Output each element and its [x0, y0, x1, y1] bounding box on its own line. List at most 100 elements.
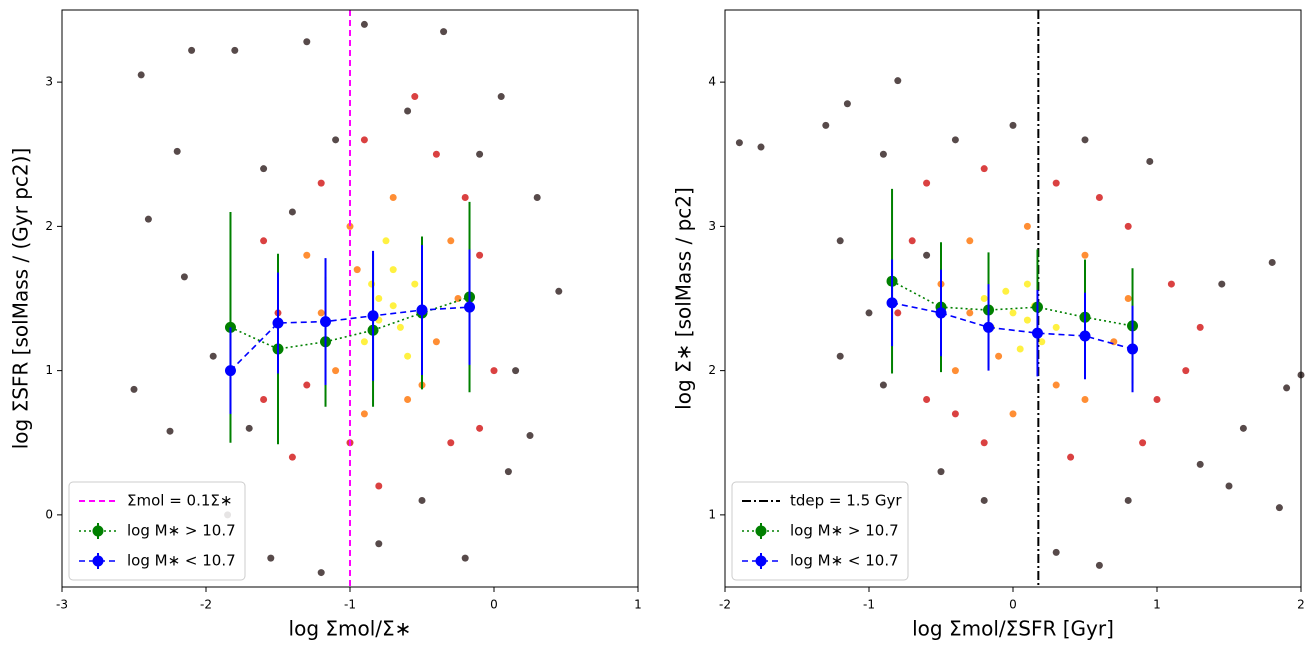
scatter-point [432, 150, 440, 158]
scatter-point [288, 208, 296, 216]
scatter-point [317, 179, 325, 187]
scatter-point [447, 439, 455, 447]
scatter-point [1002, 287, 1010, 295]
scatter-point [288, 453, 296, 461]
scatter-point [951, 410, 959, 418]
scatter-point [1023, 316, 1031, 324]
scatter-point [346, 222, 354, 230]
panel: -2 -1 0 1 2 1 2 3 4 log Σmol/ΣSFR [Gyr] log Σ∗ [so… [672, 9, 1305, 641]
scatter-point [440, 28, 448, 36]
series-marker [1031, 327, 1043, 339]
series-line [891, 280, 1133, 327]
scatter-point [1283, 384, 1291, 392]
scatter-point [1081, 395, 1089, 403]
legend-swatch [755, 525, 767, 537]
scatter-point [260, 237, 268, 245]
series-marker [367, 310, 379, 322]
scatter-point [1009, 410, 1017, 418]
scatter-point [303, 381, 311, 389]
scatter-point [317, 569, 325, 577]
legend-box [68, 481, 246, 581]
scatter-point [1124, 295, 1132, 302]
x-tick-label: -1 [863, 598, 875, 612]
scatter-point [360, 136, 368, 144]
scatter-point [526, 432, 534, 440]
legend-swatch [92, 525, 104, 537]
scatter-point [555, 287, 563, 295]
scatter-point [995, 352, 1003, 360]
scatter-point [375, 295, 383, 302]
scatter-point [966, 237, 974, 245]
scatter-point [1009, 121, 1017, 129]
scatter-point [360, 338, 368, 346]
legend-label: log M∗ > 10.7 [790, 522, 899, 540]
series-marker [464, 301, 476, 313]
scatter-point [980, 496, 988, 504]
series-marker [1079, 330, 1091, 342]
scatter-point [966, 309, 974, 317]
scatter-point [1218, 280, 1226, 288]
series-marker [224, 365, 236, 377]
x-tick-label: -2 [200, 598, 212, 612]
y-tick-label: 1 [708, 507, 716, 521]
scatter-point [908, 237, 916, 245]
scatter-point [476, 251, 484, 259]
scatter-point [1153, 395, 1161, 403]
scatter-point [843, 100, 851, 108]
series-marker [935, 307, 947, 319]
scatter-point [476, 150, 484, 158]
scatter-point [389, 302, 397, 310]
y-axis-label: log ΣSFR [solMass / (Gyr pc2)] [9, 148, 33, 450]
series-marker [983, 321, 995, 333]
y-tick-label: 2 [45, 219, 53, 233]
scatter-point [389, 266, 397, 274]
scatter-point [303, 251, 311, 259]
scatter-point [1182, 367, 1190, 375]
scatter-point [411, 93, 419, 101]
scatter-point [404, 395, 412, 403]
scatter-point [490, 367, 498, 375]
scatter-point [836, 237, 844, 245]
scatter-point [447, 237, 455, 245]
y-axis-label: log Σ∗ [solMass / pc2] [672, 187, 696, 410]
scatter-point [894, 77, 902, 85]
scatter-point [382, 237, 390, 245]
scatter-point [231, 46, 239, 54]
scatter-point [404, 107, 412, 115]
scatter-point [533, 194, 541, 202]
scatter-point [332, 367, 340, 375]
scatter-point [476, 424, 484, 432]
scatter-point [137, 71, 145, 79]
scatter-point [418, 496, 426, 504]
scatter-point [1167, 280, 1175, 288]
scatter-point [1110, 338, 1118, 346]
scatter-point [389, 194, 397, 202]
legend-label: log M∗ < 10.7 [790, 552, 899, 570]
scatter-point [368, 280, 376, 288]
y-tick-label: 1 [45, 363, 53, 377]
scatter-point [1124, 222, 1132, 230]
scatter-point [332, 136, 340, 144]
scatter-point [1009, 309, 1017, 317]
scatter-point [1225, 482, 1233, 490]
scatter-point [396, 323, 404, 331]
x-axis-label: log Σmol/Σ∗ [289, 617, 412, 641]
scatter-point [1095, 194, 1103, 202]
scatter-point [923, 179, 931, 187]
y-tick-label: 3 [708, 219, 716, 233]
x-tick-label: 2 [1297, 598, 1305, 612]
y-tick-label: 3 [45, 75, 53, 89]
scatter-point [1016, 345, 1024, 353]
scatter-point [461, 554, 469, 562]
x-tick-label: -1 [344, 598, 356, 612]
scatter-point [1023, 222, 1031, 230]
scatter-point [951, 136, 959, 144]
scatter-point [404, 352, 412, 360]
x-tick-label: 0 [1009, 598, 1017, 612]
series-line [891, 302, 1133, 350]
scatter-point [879, 381, 887, 389]
series-marker [272, 317, 284, 329]
scatter-point [1196, 460, 1204, 468]
legend-label: log M∗ < 10.7 [127, 552, 236, 570]
